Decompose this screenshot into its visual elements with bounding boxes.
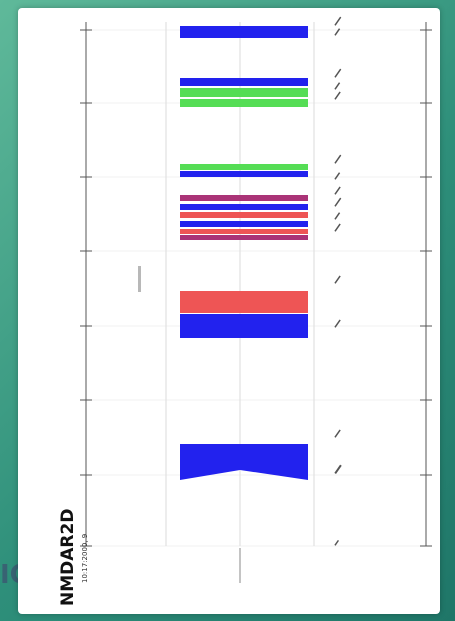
domain-bar-11	[180, 229, 308, 234]
diagram-panel: NMDAR2D 10:17:2000, 9	[18, 8, 440, 614]
domain-bars	[180, 26, 308, 480]
domain-bar-13	[180, 291, 308, 313]
domain-bar-2	[180, 78, 308, 86]
domain-bar-1	[180, 26, 308, 38]
domain-bar-9	[180, 212, 308, 218]
domain-bar-4	[180, 99, 308, 107]
domain-bar-5	[180, 164, 308, 170]
domain-bar-15	[180, 444, 308, 480]
center-annotation	[138, 266, 141, 292]
domain-bar-10	[180, 221, 308, 227]
right-ticks	[420, 29, 432, 547]
diagram-subtitle: 10:17:2000, 9	[81, 533, 89, 583]
protein-domain-diagram	[80, 16, 432, 583]
domain-bar-7	[180, 195, 308, 201]
left-ticks	[80, 29, 92, 547]
domain-bar-12	[180, 235, 308, 240]
domain-bar-8	[180, 204, 308, 210]
domain-bar-14	[180, 314, 308, 338]
diagram-title: NMDAR2D	[58, 508, 78, 606]
domain-bar-6	[180, 171, 308, 177]
domain-annotations	[334, 16, 342, 546]
domain-bar-3	[180, 88, 308, 97]
